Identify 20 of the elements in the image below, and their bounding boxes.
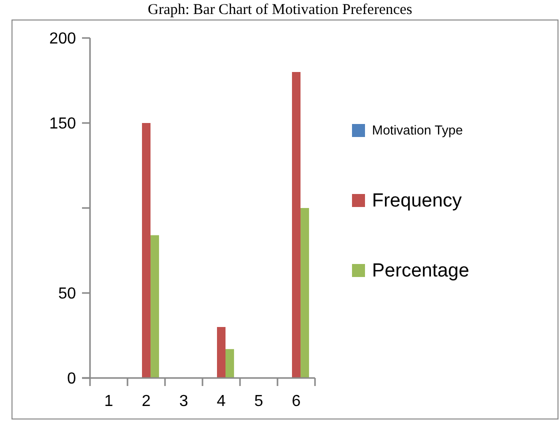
y-tick-label: 150 — [49, 116, 76, 133]
x-tick-label: 4 — [216, 393, 226, 410]
bar — [142, 123, 151, 378]
chart-title: Graph: Bar Chart of Motivation Preferences — [148, 2, 412, 18]
bar — [226, 349, 234, 378]
x-tick-label: 5 — [254, 393, 264, 410]
y-tick-label: 200 — [49, 30, 76, 48]
bar — [300, 208, 310, 378]
legend-label: Frequency — [372, 190, 462, 212]
legend-label: Motivation Type — [372, 122, 463, 138]
y-tick-label: 50 — [58, 286, 76, 303]
x-tick-label: 3 — [179, 393, 188, 410]
x-tick-label: 1 — [104, 393, 114, 410]
x-tick-label: 6 — [292, 393, 301, 410]
legend-label: Percentage — [372, 260, 470, 282]
y-tick-label: 0 — [67, 370, 76, 388]
bar — [150, 235, 160, 378]
bar — [292, 72, 301, 378]
bar — [216, 327, 226, 378]
x-tick-label: 2 — [142, 393, 151, 410]
